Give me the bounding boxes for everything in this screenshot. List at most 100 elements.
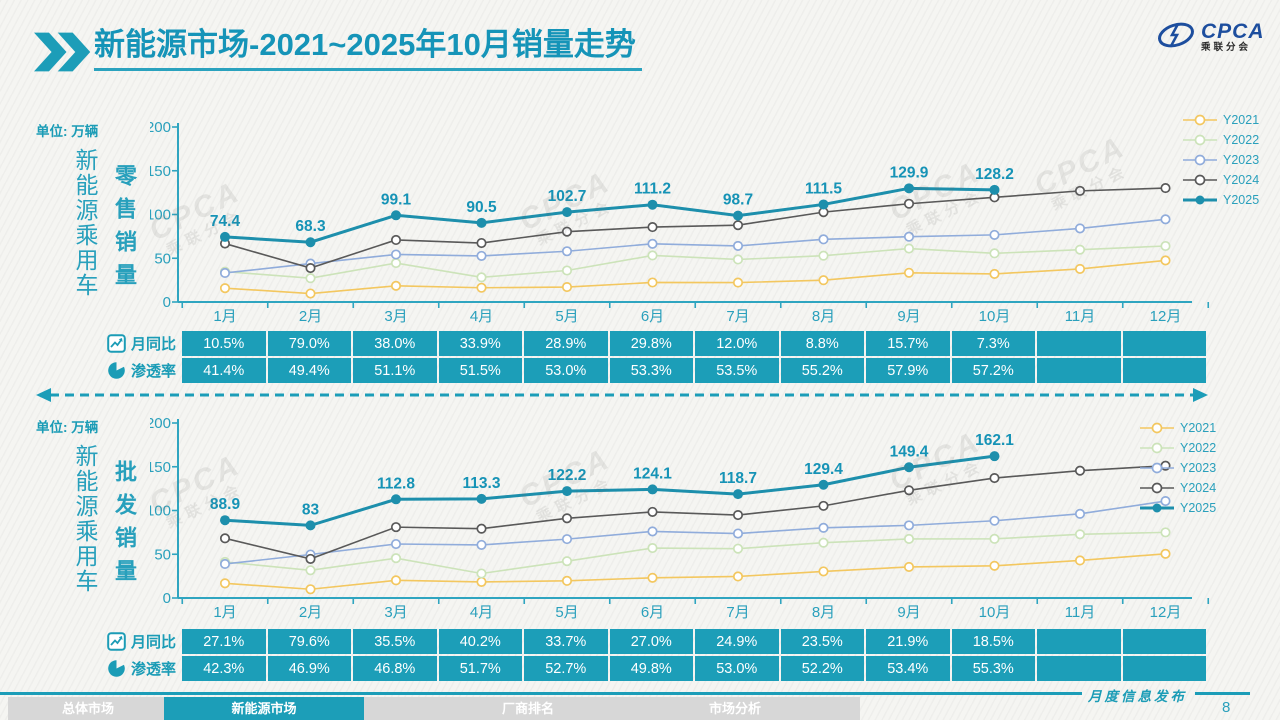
svg-text:4月: 4月 xyxy=(470,604,493,621)
svg-text:122.2: 122.2 xyxy=(548,467,587,484)
legend-marker-icon xyxy=(1183,195,1217,205)
table-cell xyxy=(1037,656,1121,681)
legend-label: Y2023 xyxy=(1223,153,1260,167)
svg-text:50: 50 xyxy=(154,546,171,563)
cpca-logo-swirl-icon xyxy=(1158,22,1194,48)
svg-text:0: 0 xyxy=(163,590,171,607)
legend-marker-icon xyxy=(1183,114,1217,126)
svg-text:6月: 6月 xyxy=(641,308,664,325)
table-cell: 79.6% xyxy=(267,629,351,654)
metric-label-retail: 零售销量 xyxy=(112,164,137,296)
unit-label: 单位: 万辆 xyxy=(36,124,99,139)
svg-text:128.2: 128.2 xyxy=(975,166,1014,183)
tab-total-market[interactable]: 总体市场 xyxy=(61,701,115,716)
svg-text:99.1: 99.1 xyxy=(381,191,412,208)
table-cell: 51.7% xyxy=(438,656,522,681)
svg-text:162.1: 162.1 xyxy=(975,432,1014,449)
table-cell: 49.8% xyxy=(609,656,693,681)
svg-text:1月: 1月 xyxy=(213,308,236,325)
svg-text:124.1: 124.1 xyxy=(633,465,672,482)
legend-label: Y2022 xyxy=(1223,133,1260,147)
table-cell: 23.5% xyxy=(780,629,864,654)
svg-text:11月: 11月 xyxy=(1065,604,1096,621)
svg-text:149.4: 149.4 xyxy=(890,443,929,460)
legend-label: Y2025 xyxy=(1180,501,1217,515)
legend-marker-icon xyxy=(1140,442,1174,454)
svg-text:100: 100 xyxy=(150,503,171,520)
market-label: 新能源乘用车 xyxy=(72,148,98,298)
svg-text:90.5: 90.5 xyxy=(466,199,497,216)
svg-text:118.7: 118.7 xyxy=(719,470,757,487)
table-cell: 35.5% xyxy=(353,629,437,654)
table-cell xyxy=(1122,358,1206,383)
svg-text:68.3: 68.3 xyxy=(295,218,326,235)
table-cell: 21.9% xyxy=(866,629,950,654)
svg-text:102.7: 102.7 xyxy=(548,188,587,205)
svg-text:50: 50 xyxy=(154,250,171,267)
table-cell: 41.4% xyxy=(182,358,266,383)
table-cell: 28.9% xyxy=(524,331,608,356)
table-cell xyxy=(1122,629,1206,654)
svg-text:1月: 1月 xyxy=(213,604,236,621)
tab-oem-ranking[interactable]: 厂商排名 xyxy=(501,701,555,716)
svg-text:5月: 5月 xyxy=(555,604,578,621)
pie-chart-icon xyxy=(108,361,125,379)
legend-label: Y2021 xyxy=(1223,113,1260,127)
legend-label: Y2023 xyxy=(1180,461,1217,475)
table-cell: 57.9% xyxy=(866,358,950,383)
table-cell xyxy=(1122,331,1206,356)
svg-text:200: 200 xyxy=(150,415,171,432)
table-cell: 10.5% xyxy=(182,331,266,356)
svg-text:7月: 7月 xyxy=(726,604,749,621)
page-number: 8 xyxy=(1222,699,1231,716)
table-cell: 27.1% xyxy=(182,629,266,654)
svg-text:112.8: 112.8 xyxy=(377,475,415,492)
svg-text:74.4: 74.4 xyxy=(210,213,241,230)
svg-text:12月: 12月 xyxy=(1150,308,1182,325)
svg-text:6月: 6月 xyxy=(641,604,664,621)
table-cell: 57.2% xyxy=(951,358,1035,383)
svg-text:0: 0 xyxy=(163,294,171,311)
table-cell: 12.0% xyxy=(695,331,779,356)
metric-label-wholesale: 批发销量 xyxy=(112,460,137,592)
legend-item-y2024: Y2024 xyxy=(1183,170,1259,190)
svg-text:111.2: 111.2 xyxy=(634,181,671,198)
table-cell: 29.8% xyxy=(609,331,693,356)
legend-marker-icon xyxy=(1140,462,1174,474)
table-cell: 18.5% xyxy=(951,629,1035,654)
svg-text:7月: 7月 xyxy=(726,308,749,325)
svg-text:8月: 8月 xyxy=(812,604,835,621)
table-cell xyxy=(1037,629,1121,654)
wholesale-section: 单位: 万辆 新能源乘用车 批发销量 0 50 100 150 200 1月 2月 3月 4月 5… xyxy=(0,406,1280,694)
legend-item-y2021: Y2021 xyxy=(1140,418,1216,438)
table-cell: 55.2% xyxy=(780,358,864,383)
table-cell xyxy=(1037,358,1121,383)
table-cell: 55.3% xyxy=(951,656,1035,681)
svg-text:3月: 3月 xyxy=(384,604,407,621)
row-header-penetration: 渗透率 xyxy=(100,358,180,383)
table-cell: 15.7% xyxy=(866,331,950,356)
svg-text:129.9: 129.9 xyxy=(890,164,929,181)
table-cell: 24.9% xyxy=(695,629,779,654)
line-chart-icon xyxy=(107,632,126,651)
svg-text:111.5: 111.5 xyxy=(805,180,842,197)
table-cell: 27.0% xyxy=(609,629,693,654)
retail-section: 单位: 万辆 新能源乘用车 零售销量 0 50 100 150 200 1月 2月 3月 4月 5… xyxy=(0,110,1280,398)
wholesale-line-chart: 0 50 100 150 200 1月 2月 3月 4月 5月 6月 7月 8月 9月 10月 11月 12月 8… xyxy=(150,415,1210,621)
chart-legend: Y2021 Y2022 Y2023 Y2024 Y2025 xyxy=(1183,110,1259,210)
table-cell: 42.3% xyxy=(182,656,266,681)
table-cell: 51.1% xyxy=(353,358,437,383)
table-cell: 51.5% xyxy=(438,358,522,383)
row-header-penetration: 渗透率 xyxy=(100,656,180,681)
table-cell: 33.9% xyxy=(438,331,522,356)
tab-nev-market[interactable]: 新能源市场 xyxy=(164,697,364,720)
svg-text:150: 150 xyxy=(150,163,171,180)
svg-text:8月: 8月 xyxy=(812,308,835,325)
table-cell: 52.2% xyxy=(780,656,864,681)
table-cell xyxy=(1037,331,1121,356)
legend-item-y2021: Y2021 xyxy=(1183,110,1259,130)
svg-text:88.9: 88.9 xyxy=(210,496,241,513)
table-cell: 52.7% xyxy=(524,656,608,681)
tab-market-analysis[interactable]: 市场分析 xyxy=(708,701,762,716)
